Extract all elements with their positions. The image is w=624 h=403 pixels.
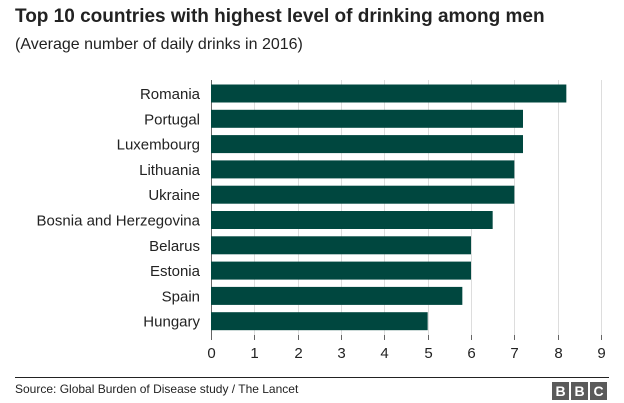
x-tick-label: 8 xyxy=(554,345,562,362)
category-label: Luxembourg xyxy=(117,137,200,154)
chart-subtitle: (Average number of daily drinks in 2016) xyxy=(15,36,303,53)
bbc-logo-letter: B xyxy=(552,382,569,400)
bar xyxy=(211,286,463,305)
source-note: Source: Global Burden of Disease study /… xyxy=(15,382,299,396)
bar-chart: Romania Portugal Luxembourg Lithuania Ukrain… xyxy=(37,80,606,362)
x-tick-label: 2 xyxy=(294,345,302,362)
chart-title: Top 10 countries with highest level of d… xyxy=(15,6,545,27)
x-tick-label: 3 xyxy=(337,345,345,362)
category-label: Ukraine xyxy=(148,187,200,204)
category-label: Bosnia and Herzegovina xyxy=(37,213,201,230)
bbc-logo: B B C xyxy=(552,382,607,400)
category-label: Hungary xyxy=(143,314,200,331)
category-label: Romania xyxy=(140,86,201,103)
category-label: Estonia xyxy=(150,263,201,280)
bbc-logo-letter: C xyxy=(590,382,607,400)
category-label: Spain xyxy=(162,288,200,305)
x-tick-label: 4 xyxy=(380,345,388,362)
category-label: Lithuania xyxy=(139,162,201,179)
x-tick-label: 1 xyxy=(250,345,258,362)
bar xyxy=(211,211,493,229)
x-tick-label: 6 xyxy=(467,345,475,362)
x-axis: 0 1 2 3 4 5 6 7 8 9 xyxy=(207,335,606,362)
bar xyxy=(211,312,428,331)
footer-divider xyxy=(15,377,609,378)
category-label: Portugal xyxy=(144,111,200,128)
x-tick-label: 0 xyxy=(207,345,215,362)
bar xyxy=(211,84,567,103)
category-label: Belarus xyxy=(149,238,200,255)
bar xyxy=(211,185,515,204)
bar xyxy=(211,109,523,128)
bar xyxy=(211,261,471,280)
bbc-logo-letter: B xyxy=(571,382,588,400)
x-tick-label: 9 xyxy=(597,345,605,362)
x-tick-label: 7 xyxy=(510,345,518,362)
bar xyxy=(211,236,471,255)
x-tick-label: 5 xyxy=(424,345,432,362)
bar xyxy=(211,160,515,179)
bar xyxy=(211,135,523,154)
bars xyxy=(211,84,567,331)
category-labels: Romania Portugal Luxembourg Lithuania Ukrain… xyxy=(37,86,201,331)
